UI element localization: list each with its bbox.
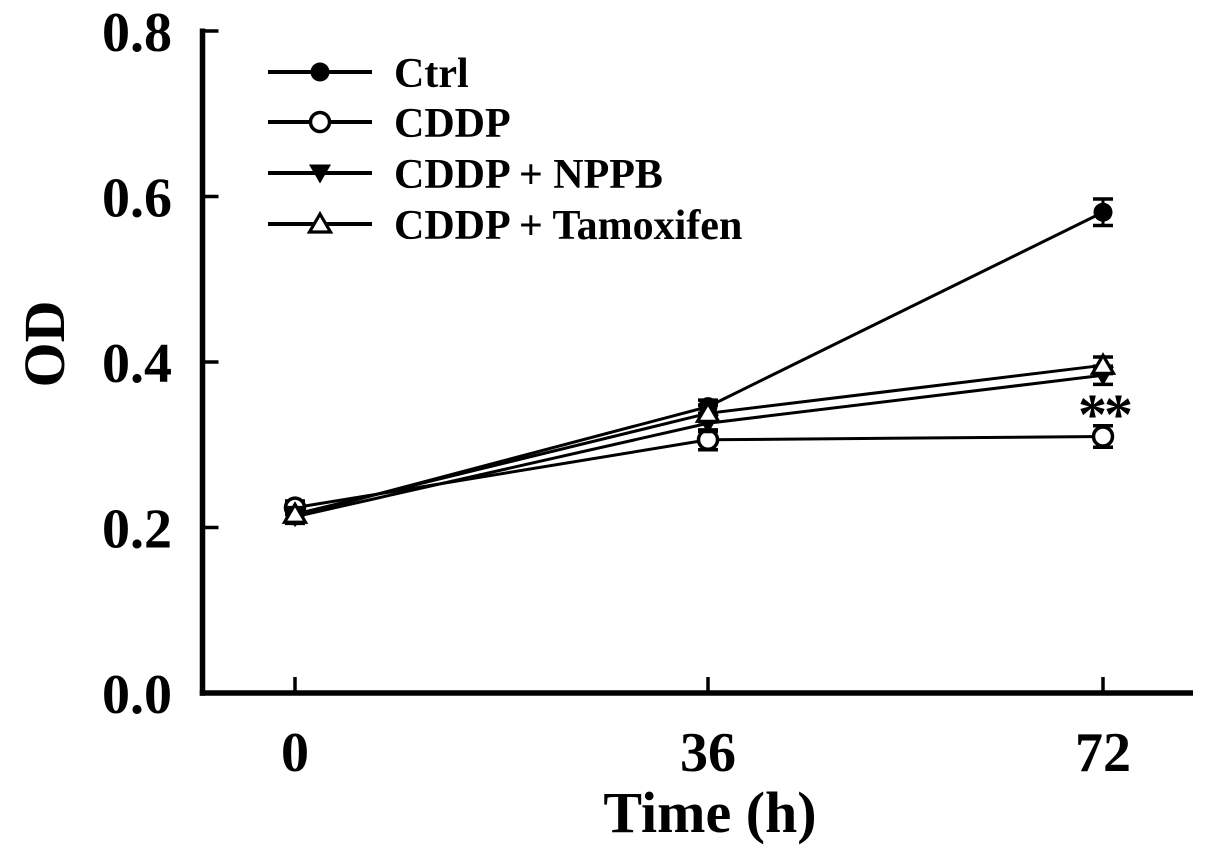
marker-triangle-up-open — [1089, 352, 1117, 375]
legend-label: CDDP — [394, 101, 511, 147]
y-tick-label: 0.6 — [102, 168, 172, 230]
legend-item-cddp: CDDP — [268, 101, 511, 147]
marker-triangle-down-filled — [309, 164, 331, 184]
y-tick-label: 0.2 — [102, 499, 172, 561]
marker-circle-open — [308, 110, 332, 134]
legend-item-cddp-tamoxifen: CDDP + Tamoxifen — [268, 203, 742, 249]
series-line-cddp — [294, 434, 1104, 510]
legend-item-cddp-nppb: CDDP + NPPB — [268, 152, 663, 198]
x-tick-label: 36 — [680, 722, 736, 784]
significance-marker: ** — [1078, 382, 1131, 447]
series-points-cddp — [283, 423, 1115, 519]
marker-circle-filled — [1093, 202, 1113, 222]
legend-label: CDDP + Tamoxifen — [394, 203, 742, 249]
axes: 0.0 0.2 0.4 0.6 0.8 0 36 72 — [102, 2, 1193, 784]
marker-circle-filled — [310, 62, 330, 82]
y-tick-label: 0.0 — [102, 664, 172, 726]
x-tick-label: 0 — [281, 722, 309, 784]
x-tick-label: 72 — [1075, 722, 1131, 784]
series — [281, 197, 1117, 528]
series-line-ctrl — [294, 210, 1104, 518]
marker-circle-open — [1091, 425, 1115, 448]
legend-item-ctrl: Ctrl — [268, 51, 469, 97]
y-tick-label: 0.4 — [102, 333, 172, 395]
legend-label: CDDP + NPPB — [394, 152, 663, 198]
marker-triangle-up-open — [306, 210, 334, 234]
series-points-cddp-tamoxifen — [281, 352, 1117, 524]
marker-triangle-up-open — [281, 501, 309, 524]
marker-triangle-up-open — [694, 400, 722, 423]
y-axis-title: OD — [12, 301, 77, 388]
y-tick-label: 0.8 — [102, 2, 172, 64]
legend-label: Ctrl — [394, 51, 469, 97]
x-axis-title: Time (h) — [603, 780, 816, 845]
